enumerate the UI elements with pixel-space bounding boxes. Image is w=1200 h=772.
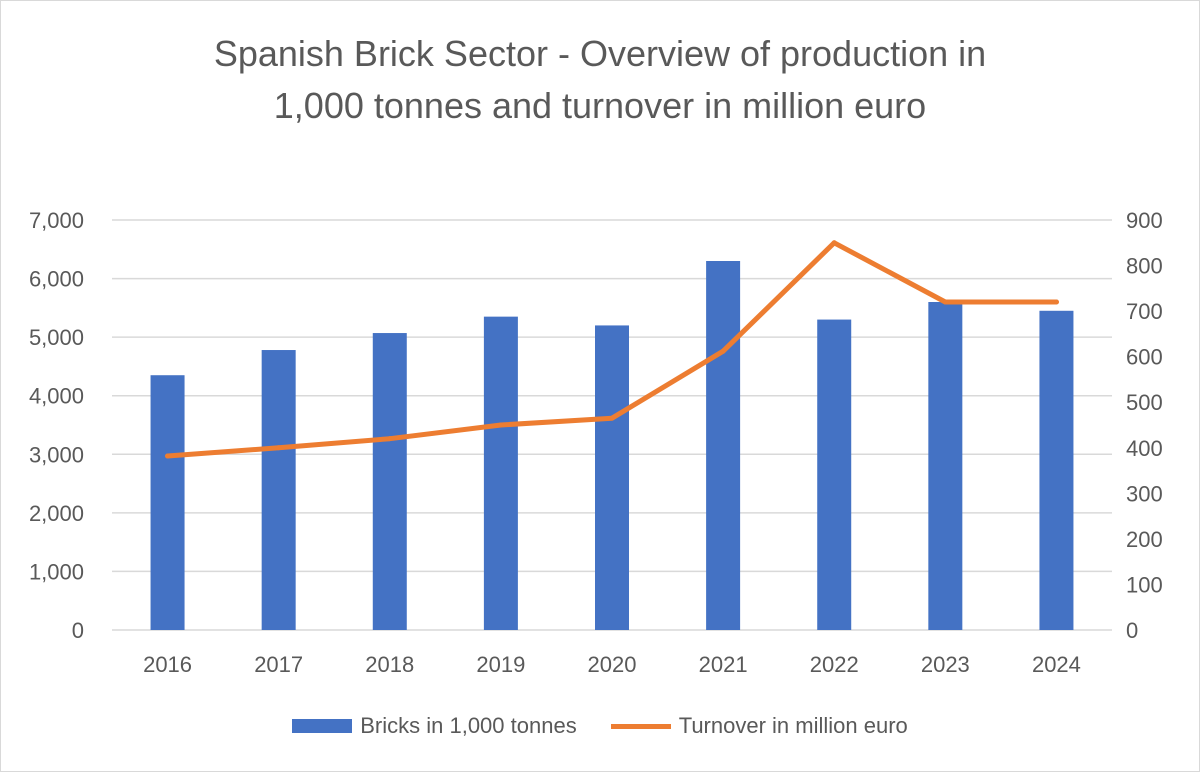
chart-title: Spanish Brick Sector - Overview of produ… <box>0 28 1200 132</box>
right-tick-label-1: 100 <box>1126 572 1163 597</box>
legend-label-bricks: Bricks in 1,000 tonnes <box>360 713 577 738</box>
right-tick-label-0: 0 <box>1126 618 1138 643</box>
right-tick-label-3: 300 <box>1126 481 1163 506</box>
legend-item-bricks: Bricks in 1,000 tonnes <box>292 713 577 739</box>
right-tick-label-8: 800 <box>1126 254 1163 279</box>
bar-2024 <box>1039 310 1074 630</box>
turnover-point-2019 <box>498 422 504 428</box>
legend-swatch-bricks <box>292 719 353 733</box>
bar-2018 <box>372 333 407 630</box>
left-tick-label-7: 7,000 <box>29 208 84 233</box>
x-tick-label-2021: 2021 <box>699 652 748 677</box>
legend-swatch-turnover <box>610 723 671 729</box>
x-tick-label-2023: 2023 <box>921 652 970 677</box>
left-tick-label-3: 3,000 <box>29 442 84 467</box>
bar-2019 <box>483 316 518 630</box>
legend-item-turnover: Turnover in million euro <box>610 713 908 739</box>
turnover-point-2018 <box>387 436 393 442</box>
x-tick-label-2020: 2020 <box>588 652 637 677</box>
x-tick-label-2018: 2018 <box>365 652 414 677</box>
bar-2017 <box>261 350 296 630</box>
turnover-point-2021 <box>720 348 726 354</box>
x-tick-label-2016: 2016 <box>143 652 192 677</box>
right-tick-label-2: 200 <box>1126 527 1163 552</box>
turnover-point-2024 <box>1053 299 1059 305</box>
chart-title-line-2: 1,000 tonnes and turnover in million eur… <box>273 85 927 126</box>
line-series <box>165 240 1059 459</box>
bar-2023 <box>928 302 963 630</box>
left-tick-label-6: 6,000 <box>29 267 84 292</box>
legend: Bricks in 1,000 tonnes Turnover in milli… <box>0 710 1200 742</box>
right-tick-label-5: 500 <box>1126 390 1163 415</box>
chart-title-line-1: Spanish Brick Sector - Overview of produ… <box>213 33 987 74</box>
x-tick-label-2022: 2022 <box>810 652 859 677</box>
bar-2016 <box>150 375 185 630</box>
left-tick-label-4: 4,000 <box>29 384 84 409</box>
left-tick-label-1: 1,000 <box>29 559 84 584</box>
right-tick-label-4: 400 <box>1126 436 1163 461</box>
bar-2021 <box>706 261 741 630</box>
left-tick-label-2: 2,000 <box>29 501 84 526</box>
turnover-point-2022 <box>831 240 837 246</box>
turnover-point-2020 <box>609 415 615 421</box>
bar-2020 <box>595 325 629 630</box>
right-tick-label-9: 900 <box>1126 208 1163 233</box>
bar-series <box>150 261 1074 630</box>
right-axis: 0 100 200 300 400 500 600 700 800 900 <box>1126 208 1163 643</box>
x-tick-label-2019: 2019 <box>476 652 525 677</box>
left-tick-label-5: 5,000 <box>29 325 84 350</box>
turnover-point-2016 <box>165 453 171 459</box>
left-tick-label-0: 0 <box>72 618 84 643</box>
turnover-point-2023 <box>942 299 948 305</box>
turnover-point-2017 <box>276 445 282 451</box>
bar-2022 <box>817 319 852 630</box>
x-tick-label-2017: 2017 <box>254 652 303 677</box>
right-tick-label-6: 600 <box>1126 345 1163 370</box>
right-tick-label-7: 700 <box>1126 299 1163 324</box>
legend-label-turnover: Turnover in million euro <box>678 713 908 738</box>
left-axis: 0 1,000 2,000 3,000 4,000 5,000 6,000 7,000 <box>29 208 84 643</box>
x-tick-label-2024: 2024 <box>1032 652 1081 677</box>
x-axis: 2016 2017 2018 2019 2020 2021 2022 2023 2024 <box>143 652 1081 677</box>
